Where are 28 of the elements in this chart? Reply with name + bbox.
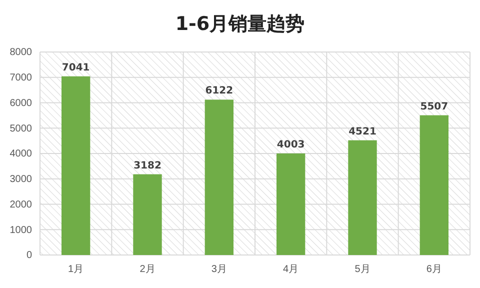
x-tick-label: 1月 <box>68 264 84 276</box>
y-tick-label: 5000 <box>10 123 32 134</box>
bar <box>204 100 234 255</box>
x-tick-label: 6月 <box>426 264 442 276</box>
data-label: 7041 <box>62 62 90 74</box>
y-tick-label: 8000 <box>10 47 32 58</box>
data-label: 4521 <box>348 126 376 138</box>
data-label: 4003 <box>276 139 305 150</box>
bar <box>348 140 377 255</box>
x-tick-label: 2月 <box>140 264 156 276</box>
bar <box>133 174 162 255</box>
y-tick-label: 3000 <box>10 174 32 186</box>
bar <box>62 76 90 255</box>
x-tick-label: 3月 <box>211 264 227 276</box>
bar <box>276 153 306 255</box>
y-tick-label: 1000 <box>10 224 32 236</box>
y-tick-label: 6000 <box>10 98 32 109</box>
x-tick-label: 5月 <box>354 264 370 276</box>
y-tick-label: 0 <box>26 250 32 262</box>
data-label: 3182 <box>134 160 162 172</box>
data-label: 5507 <box>420 101 448 112</box>
y-tick-label: 2000 <box>10 199 32 210</box>
data-label: 6122 <box>205 86 234 97</box>
y-tick-label: 7000 <box>10 72 32 84</box>
bar <box>420 115 448 255</box>
x-tick-label: 4月 <box>283 264 299 276</box>
chart-title: 1-6月销量趋势 <box>175 13 305 35</box>
y-tick-label: 4000 <box>10 148 32 160</box>
